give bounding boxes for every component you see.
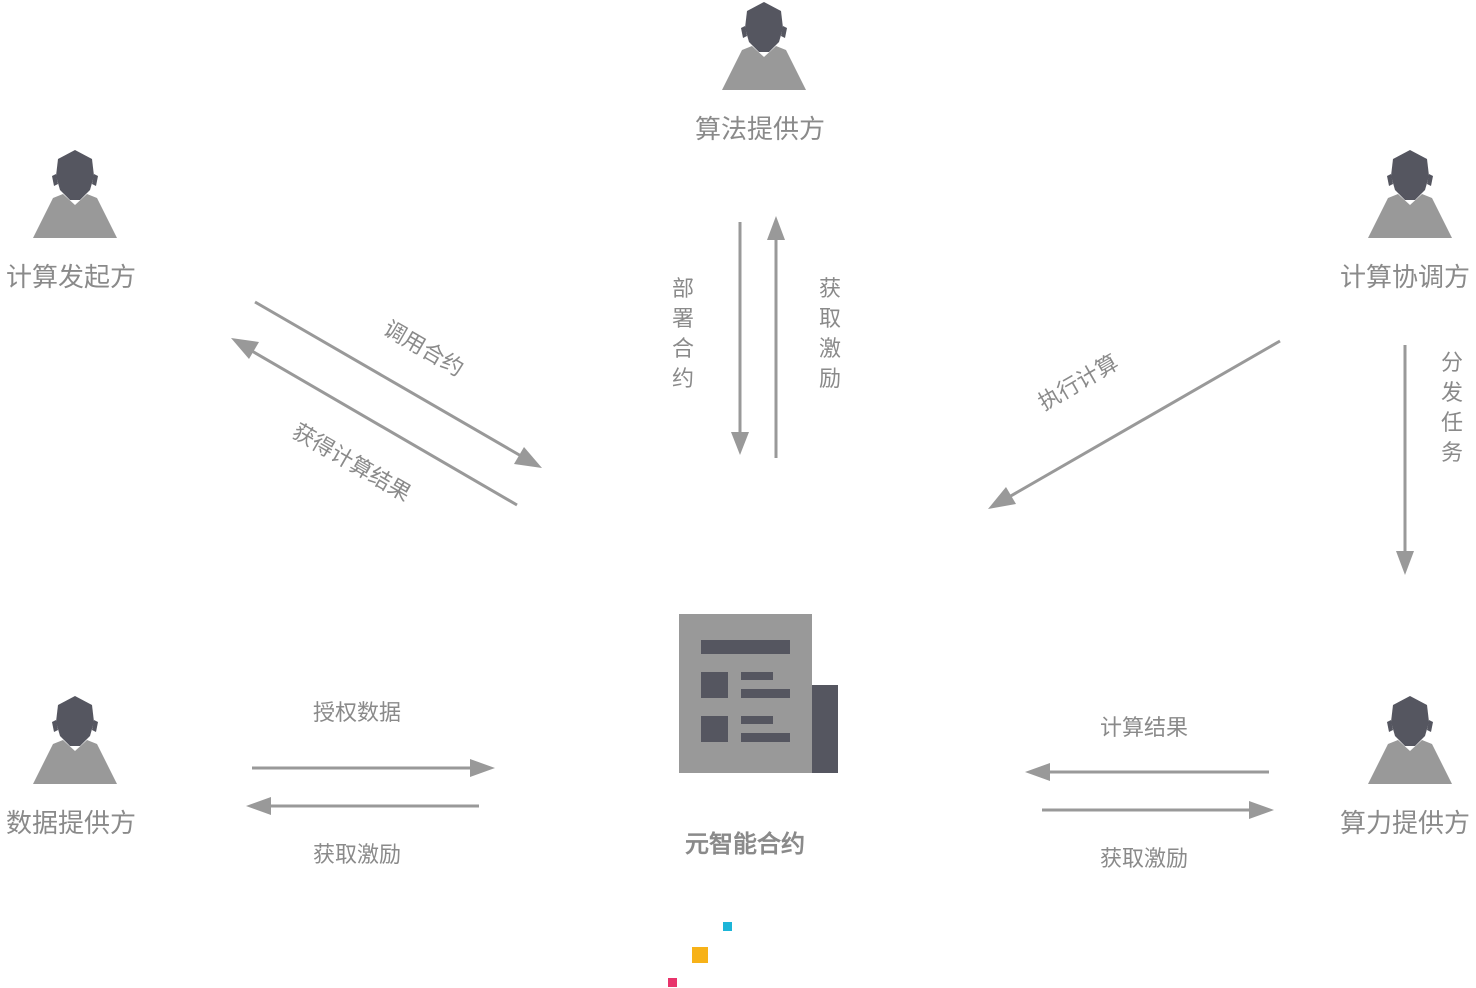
data-provider-icon [33,696,117,784]
svg-text:合: 合 [672,337,694,362]
svg-text:部: 部 [672,277,694,302]
computation-coordinator-label: 计算协调方 [1340,263,1470,293]
svg-text:约: 约 [672,367,694,392]
svg-text:务: 务 [1441,441,1463,466]
svg-text:任: 任 [1441,411,1463,436]
svg-text:取: 取 [819,307,841,332]
svg-text:署: 署 [672,307,694,332]
deploy-contract-arrow [731,222,749,455]
execute-computation-arrow [988,339,1281,509]
data-incentive-label: 获取激励 [313,843,401,868]
svg-text:激: 激 [819,337,841,362]
algorithm-provider-icon [722,2,806,90]
decorative-yellow-square [692,947,708,963]
decorative-cyan-square [723,922,732,931]
get-result-arrow [231,338,518,507]
execute-computation-label: 执行计算 [1034,350,1123,416]
svg-text:分: 分 [1441,351,1463,376]
call-contract-arrow [254,300,542,468]
svg-text:获: 获 [819,277,841,302]
distribute-task-arrow [1396,345,1414,575]
smart-contract-label: 元智能合约 [685,830,805,858]
authorize-data-label: 授权数据 [313,701,401,726]
svg-text:发: 发 [1441,381,1463,406]
algorithm-provider-label: 算法提供方 [695,115,825,145]
compute-provider-label: 算力提供方 [1340,809,1470,839]
distribute-task-label: 分 发 任 务 [1441,351,1463,466]
compute-incentive-label: 获取激励 [1100,847,1188,872]
algorithm-incentive-label: 获 取 激 励 [819,277,841,392]
call-contract-label: 调用合约 [379,316,468,382]
svg-text:励: 励 [819,367,841,392]
computation-result-label: 计算结果 [1100,716,1188,741]
computation-initiator-icon [33,150,117,238]
newspaper-contract-icon [679,614,838,773]
data-provider-label: 数据提供方 [6,809,136,839]
deploy-contract-label: 部 署 合 约 [672,277,694,392]
computation-initiator-label: 计算发起方 [6,263,136,293]
computation-coordinator-icon [1368,150,1452,238]
algorithm-incentive-arrow [767,216,785,458]
data-incentive-arrow [246,797,479,815]
get-result-label: 获得计算结果 [288,419,415,507]
compute-incentive-arrow [1042,801,1274,819]
authorize-data-arrow [252,759,495,777]
compute-provider-icon [1368,696,1452,784]
decorative-pink-square [668,978,677,987]
computation-result-arrow [1025,763,1269,781]
